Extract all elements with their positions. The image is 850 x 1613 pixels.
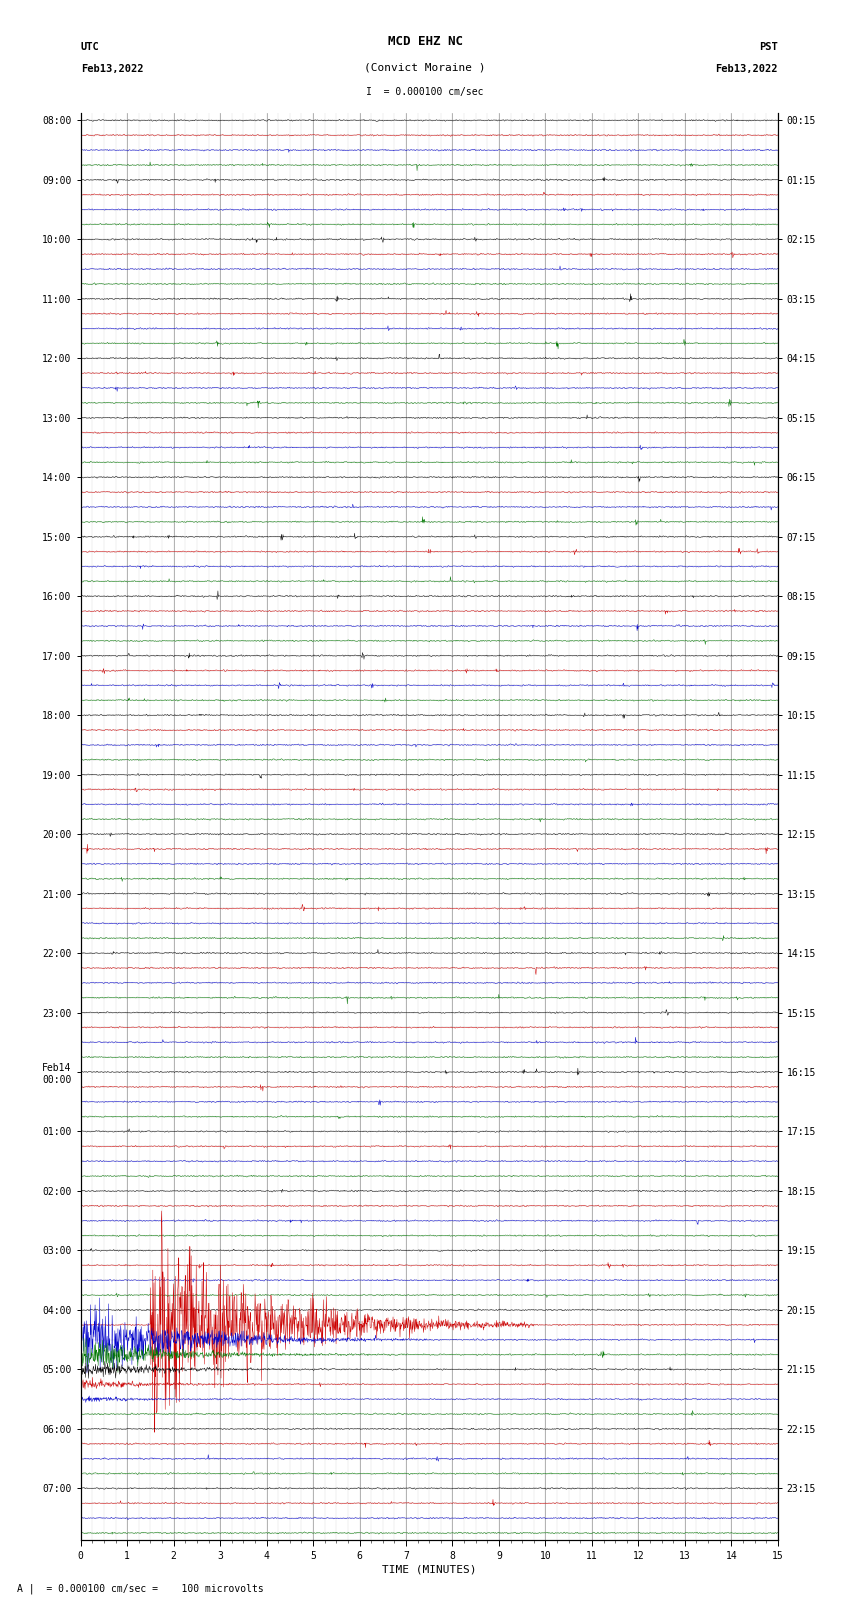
Text: (Convict Moraine ): (Convict Moraine ) xyxy=(365,63,485,73)
Text: I  = 0.000100 cm/sec: I = 0.000100 cm/sec xyxy=(366,87,484,97)
Text: PST: PST xyxy=(759,42,778,52)
Text: A |  = 0.000100 cm/sec =    100 microvolts: A | = 0.000100 cm/sec = 100 microvolts xyxy=(17,1584,264,1594)
Text: Feb13,2022: Feb13,2022 xyxy=(715,65,778,74)
Text: UTC: UTC xyxy=(81,42,99,52)
Text: MCD EHZ NC: MCD EHZ NC xyxy=(388,35,462,48)
X-axis label: TIME (MINUTES): TIME (MINUTES) xyxy=(382,1565,477,1574)
Text: Feb13,2022: Feb13,2022 xyxy=(81,65,144,74)
